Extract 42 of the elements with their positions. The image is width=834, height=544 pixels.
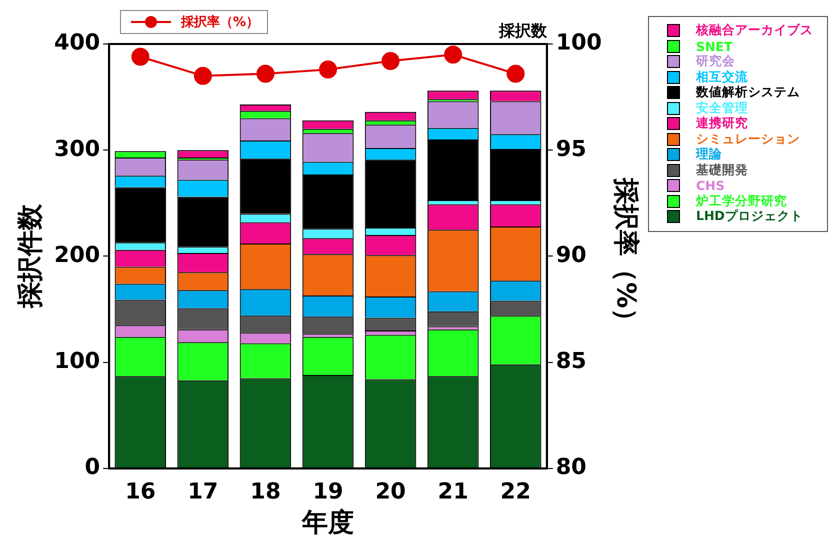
y-tick-label: 100 (54, 349, 100, 374)
x-tick-label: 18 (250, 479, 281, 504)
x-tick-label: 19 (312, 479, 344, 504)
text: 採択数 (498, 21, 548, 40)
legend-label: 安全管理 (696, 100, 748, 116)
y2-tick-label: 85 (556, 349, 586, 374)
legend-label: CHS (696, 178, 725, 194)
legend-label: 連携研究 (696, 115, 748, 132)
legend-label: 核融合アーカイブス (696, 22, 813, 40)
legend-label: 相互交流 (696, 68, 748, 86)
y-axis-title: 採択件数 (15, 203, 46, 310)
legend-label: 採択率（%） (181, 14, 260, 31)
point (131, 48, 150, 66)
legend-label: 炉工学分野研究 (696, 192, 787, 209)
y-tick-label: 400 (54, 30, 100, 56)
legend-label: SNET (696, 38, 733, 54)
x-tick-label: 16 (125, 479, 156, 504)
point (319, 60, 337, 78)
y-tick-label: 200 (54, 242, 100, 268)
x-axis-title: 年度 (301, 508, 354, 538)
legend-label: 理論 (696, 146, 722, 164)
y2-tick-label: 95 (556, 136, 586, 162)
point (506, 64, 525, 83)
legend-label: 基礎開発 (696, 162, 748, 179)
legend-label: 研究会 (696, 53, 735, 70)
y-tick-label: 300 (54, 136, 100, 162)
y2-tick-label: 80 (556, 455, 586, 480)
legend-label: 数値解析システム (696, 84, 800, 101)
point (256, 64, 274, 83)
point (194, 66, 212, 85)
y-tick-label: 0 (84, 455, 100, 480)
x-tick-label: 22 (500, 479, 531, 504)
point (444, 46, 462, 64)
point (382, 52, 400, 70)
legend-label: シミュレーション (696, 130, 800, 147)
y2-tick-label: 100 (556, 30, 602, 56)
x-tick-label: 20 (375, 479, 406, 504)
x-tick-label: 21 (438, 479, 468, 504)
x-tick-label: 17 (188, 479, 218, 504)
y2-axis-title: 採択率（%） (610, 177, 641, 334)
y2-tick-label: 90 (556, 242, 586, 268)
legend-label: LHDプロジェクト (696, 208, 803, 226)
